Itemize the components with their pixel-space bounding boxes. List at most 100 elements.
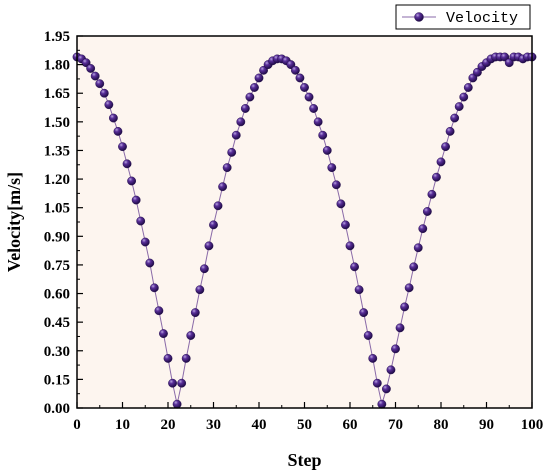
x-tick-label: 60 [343, 417, 358, 433]
data-point [231, 130, 241, 140]
x-axis-title: Step [287, 450, 321, 470]
data-point [418, 224, 428, 234]
data-point [250, 83, 259, 92]
data-point [90, 71, 100, 81]
data-point [309, 104, 318, 113]
x-tick-label: 80 [434, 417, 449, 433]
data-point [186, 331, 196, 340]
x-tick-label: 90 [479, 417, 494, 433]
plot-area-background [77, 36, 532, 408]
data-point [149, 283, 159, 293]
x-tick-label: 40 [252, 417, 267, 433]
data-point [154, 306, 164, 316]
data-point [350, 262, 359, 272]
data-point [86, 64, 96, 73]
legend-marker-swatch [414, 12, 424, 22]
y-tick-label: 1.20 [44, 172, 70, 188]
legend-label-velocity: Velocity [446, 10, 518, 27]
data-point [118, 142, 127, 152]
data-point [459, 92, 469, 102]
data-point [127, 176, 137, 186]
data-point [172, 399, 182, 409]
data-point [290, 65, 300, 75]
data-point [109, 113, 118, 123]
x-axis-ticks: 0 10 20 30 40 50 60 70 80 90 100 [73, 402, 543, 433]
y-axis-ticks: 0.00 0.15 0.30 0.45 0.60 0.75 0.90 1.05 1.20 1.35… [44, 29, 83, 417]
data-point [145, 258, 155, 268]
data-point [300, 83, 309, 92]
y-tick-label: 1.05 [44, 201, 70, 217]
data-point [140, 237, 150, 247]
y-axis-title: Velocity[m/s] [4, 172, 24, 272]
y-tick-label: 0.30 [44, 344, 70, 360]
data-point [204, 241, 214, 251]
data-point [190, 308, 200, 318]
data-point [95, 79, 105, 89]
data-point [345, 241, 355, 251]
x-tick-label: 10 [115, 417, 130, 433]
x-tick-label: 20 [161, 417, 176, 433]
data-point [395, 323, 405, 333]
data-point [245, 92, 255, 102]
data-point [372, 378, 382, 388]
data-point [381, 384, 391, 394]
data-point [304, 92, 314, 102]
data-point [209, 220, 218, 230]
data-point [336, 199, 346, 209]
data-point [391, 344, 400, 354]
data-point [159, 329, 168, 338]
data-point [427, 189, 437, 199]
y-tick-label: 0.60 [44, 287, 70, 303]
data-point [122, 159, 132, 169]
data-point [318, 130, 328, 140]
data-point [99, 88, 109, 98]
y-tick-label: 1.95 [44, 29, 70, 45]
data-point [354, 285, 364, 295]
data-point [113, 126, 123, 136]
data-point [227, 147, 237, 157]
data-point [236, 117, 246, 127]
data-point [331, 180, 341, 190]
data-point [450, 113, 460, 123]
data-point-layer [72, 52, 537, 409]
data-point [254, 73, 264, 83]
data-point [377, 399, 387, 409]
data-point [454, 102, 464, 111]
y-tick-label: 0.45 [44, 315, 70, 331]
data-point [400, 302, 409, 312]
data-point [168, 378, 177, 388]
y-tick-label: 1.35 [44, 143, 70, 159]
data-point [131, 195, 141, 205]
y-tick-label: 1.65 [44, 86, 70, 102]
data-point [445, 126, 455, 136]
y-tick-label: 0.15 [44, 372, 70, 388]
data-point [363, 331, 373, 340]
x-tick-label: 0 [73, 417, 81, 433]
data-point [409, 262, 419, 272]
x-tick-label: 70 [388, 417, 403, 433]
y-tick-label: 0.00 [44, 401, 70, 417]
x-tick-label: 100 [521, 417, 544, 433]
x-tick-label: 30 [206, 417, 221, 433]
data-point [341, 220, 350, 230]
data-point [313, 117, 323, 127]
data-point [359, 308, 369, 318]
data-point [240, 104, 250, 113]
data-point [436, 157, 446, 167]
data-point [199, 264, 209, 274]
data-point [413, 243, 423, 253]
data-point [368, 353, 378, 363]
data-point [181, 353, 191, 363]
legend: Velocity [395, 4, 531, 30]
data-point [222, 163, 232, 173]
data-point [404, 283, 414, 293]
y-tick-label: 0.75 [44, 258, 70, 274]
data-point [218, 182, 228, 192]
data-point [163, 353, 173, 363]
data-point [441, 142, 450, 152]
y-tick-label: 0.90 [44, 229, 70, 245]
data-point [104, 100, 114, 110]
y-tick-label: 1.50 [44, 115, 70, 131]
data-point [322, 146, 332, 155]
data-point [213, 201, 223, 211]
